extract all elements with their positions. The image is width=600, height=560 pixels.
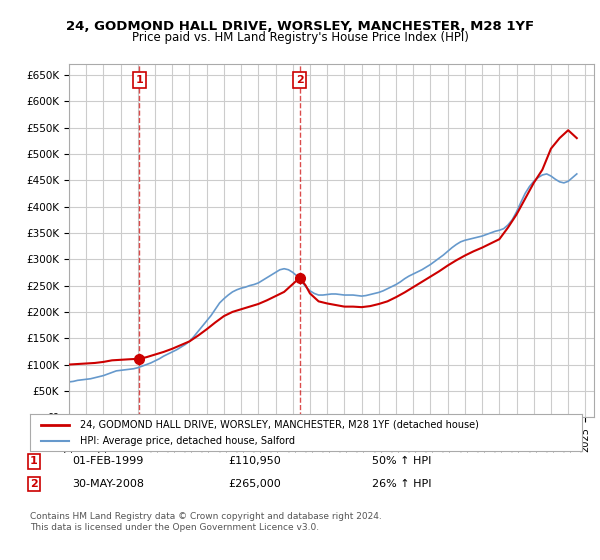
Text: 30-MAY-2008: 30-MAY-2008 xyxy=(72,479,144,489)
Text: Price paid vs. HM Land Registry's House Price Index (HPI): Price paid vs. HM Land Registry's House … xyxy=(131,31,469,44)
Text: 2: 2 xyxy=(296,75,304,85)
Text: Contains HM Land Registry data © Crown copyright and database right 2024.
This d: Contains HM Land Registry data © Crown c… xyxy=(30,512,382,532)
Text: 50% ↑ HPI: 50% ↑ HPI xyxy=(372,456,431,466)
Text: £110,950: £110,950 xyxy=(228,456,281,466)
Text: 26% ↑ HPI: 26% ↑ HPI xyxy=(372,479,431,489)
Text: 24, GODMOND HALL DRIVE, WORSLEY, MANCHESTER, M28 1YF (detached house): 24, GODMOND HALL DRIVE, WORSLEY, MANCHES… xyxy=(80,419,479,430)
Text: 1: 1 xyxy=(30,456,38,466)
Text: 1: 1 xyxy=(136,75,143,85)
Text: 2: 2 xyxy=(30,479,38,489)
Text: HPI: Average price, detached house, Salford: HPI: Average price, detached house, Salf… xyxy=(80,436,295,446)
Text: 24, GODMOND HALL DRIVE, WORSLEY, MANCHESTER, M28 1YF: 24, GODMOND HALL DRIVE, WORSLEY, MANCHES… xyxy=(66,20,534,32)
Text: £265,000: £265,000 xyxy=(228,479,281,489)
Text: 01-FEB-1999: 01-FEB-1999 xyxy=(72,456,143,466)
